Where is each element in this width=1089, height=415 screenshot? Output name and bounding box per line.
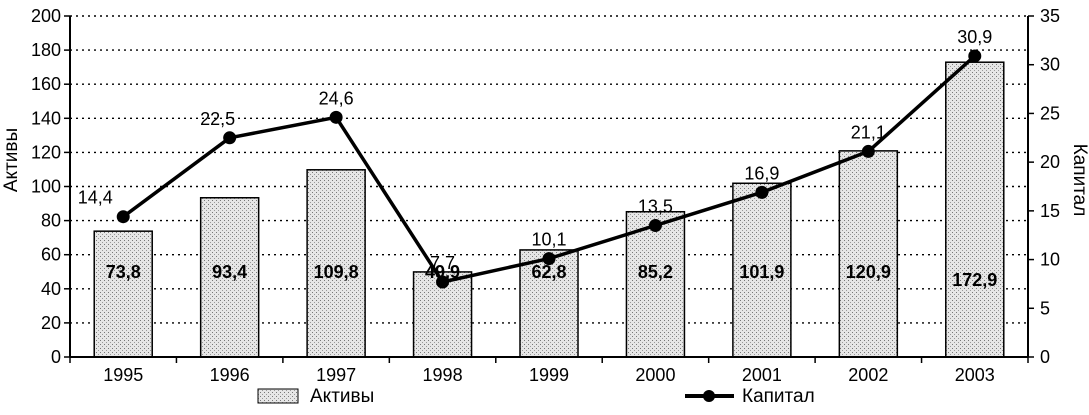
y-right-tick-label: 15 [1040,201,1060,221]
x-tick-label: 1998 [423,365,463,385]
y-tick-label: 140 [31,108,61,128]
x-tick-label: 2003 [955,365,995,385]
line-point [542,252,556,266]
x-tick-label: 2000 [635,365,675,385]
line-value-label: 13,5 [638,196,673,216]
y-tick-label: 60 [41,245,61,265]
bar-value-label: 101,9 [739,262,784,282]
x-tick-label: 2001 [742,365,782,385]
bar [306,169,366,358]
y-tick-label: 200 [31,6,61,26]
legend: Активы Капитал [257,386,815,407]
y-right-tick-label: 35 [1040,6,1060,26]
bar-value-label: 49,9 [425,262,460,282]
bar [945,61,1005,358]
bar-value-label: 93,4 [212,262,247,282]
y-right-tick-label: 5 [1040,298,1050,318]
line-value-label: 21,1 [851,122,886,142]
y-tick-label: 20 [41,313,61,333]
bar [519,249,579,358]
line-point [436,275,450,289]
x-tick-label: 1999 [529,365,569,385]
y-right-tick-label: 10 [1040,250,1060,270]
y-tick-label: 180 [31,40,61,60]
line-series-kapital [116,49,982,289]
line-point [755,185,769,199]
bar [732,182,792,358]
x-axis-ticks: 1995 1996 1997 1998 1999 2000 2001 2002 2003 [69,357,1029,385]
bar-value-labels: 73,8 93,4 109,8 49,9 62,8 85,2 101,9 120,9 172,9 [106,262,998,290]
line-value-label: 24,6 [319,88,354,108]
line-point [223,131,237,145]
bar [93,230,153,358]
bar-value-label: 73,8 [106,262,141,282]
legend-label-kapital: Капитал [742,386,815,407]
bar-value-label: 85,2 [638,262,673,282]
legend-swatch-aktivy [257,388,299,404]
x-tick-label: 2002 [848,365,888,385]
line-value-label: 14,4 [78,188,113,208]
y-axis-left-ticks: 0 20 40 60 80 100 120 140 160 180 200 [31,6,70,367]
line-value-label: 10,1 [531,230,566,250]
line-point [648,218,662,232]
line-value-label: 30,9 [957,27,992,47]
x-tick-label: 1995 [103,365,143,385]
bar-value-label: 62,8 [531,262,566,282]
y-right-tick-label: 0 [1040,347,1050,367]
bar [199,197,260,358]
line-value-label: 16,9 [744,163,779,183]
line-point [861,144,875,158]
y-axis-left-title: Активы [1,128,22,192]
y-right-tick-label: 25 [1040,103,1060,123]
y-axis-right-ticks: 0 5 10 15 20 25 30 35 [1028,6,1060,367]
line-point [116,210,130,224]
bar-series-aktivy [93,61,1005,358]
line-point [329,110,343,124]
line-value-label: 7,7 [430,253,455,273]
y-right-tick-label: 20 [1040,152,1060,172]
bar-value-label: 109,8 [314,262,359,282]
line-value-label: 22,5 [200,109,235,129]
y-axis-right-title: Капитал [1069,144,1089,217]
y-tick-label: 40 [41,279,61,299]
bar [838,150,899,358]
x-tick-label: 1997 [316,365,356,385]
y-right-tick-label: 30 [1040,55,1060,75]
line-value-labels: 14,4 22,5 24,6 7,7 10,1 13,5 16,9 21,1 30,9 [78,27,993,273]
bar-value-label: 120,9 [846,262,891,282]
y-tick-label: 80 [41,211,61,231]
y-tick-label: 160 [31,74,61,94]
x-tick-label: 1996 [210,365,250,385]
y-tick-label: 120 [31,142,61,162]
legend-label-aktivy: Активы [310,386,374,407]
y-tick-label: 0 [51,347,61,367]
line-point [968,49,982,63]
bar [625,210,686,358]
legend-swatch-kapital-marker [703,390,715,402]
bar-value-label: 172,9 [952,270,997,290]
y-tick-label: 100 [31,177,61,197]
